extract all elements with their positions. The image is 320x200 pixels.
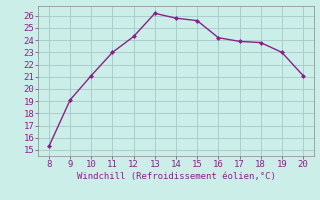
X-axis label: Windchill (Refroidissement éolien,°C): Windchill (Refroidissement éolien,°C) [76,172,276,181]
